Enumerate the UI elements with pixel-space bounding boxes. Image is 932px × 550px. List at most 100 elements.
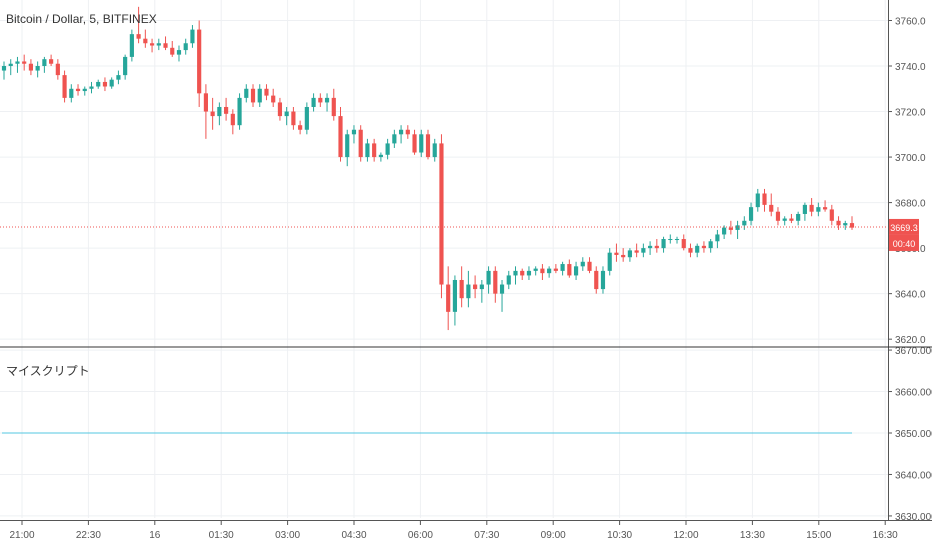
- candle-body: [82, 88, 87, 92]
- candle-body: [69, 88, 74, 98]
- candle-body: [257, 88, 262, 103]
- candle-body: [748, 207, 754, 221]
- candle-body: [755, 193, 760, 208]
- candle-body: [210, 111, 215, 117]
- candle-body: [493, 270, 498, 294]
- candle-body: [136, 34, 141, 39]
- candle-body: [452, 279, 458, 312]
- candle-body: [183, 43, 188, 51]
- time-tick-label: 04:30: [341, 530, 366, 541]
- candle-body: [614, 252, 619, 255]
- price-tick-label: 3740.0: [895, 62, 926, 73]
- candle-body: [425, 134, 431, 158]
- candle-body: [742, 220, 747, 226]
- grid-lines: [0, 0, 888, 518]
- candle-body: [769, 204, 774, 212]
- candle-body: [836, 220, 841, 226]
- candle-body: [35, 66, 40, 71]
- candle-body: [163, 43, 168, 48]
- candle-body: [473, 284, 478, 290]
- candle-body: [55, 63, 60, 76]
- chart-title: Bitcoin / Dollar, 5, BITFINEX: [6, 12, 157, 26]
- candle-body: [547, 268, 552, 274]
- candle-body: [378, 154, 383, 158]
- candle-body: [722, 227, 727, 235]
- candle-body: [674, 239, 680, 241]
- time-tick-label: 03:00: [275, 530, 300, 541]
- candle-body: [479, 284, 484, 290]
- candle-body: [331, 97, 336, 117]
- price-tick-label: 3720.0: [895, 108, 926, 119]
- candle-body: [432, 143, 437, 158]
- time-tick-label: 06:00: [408, 530, 433, 541]
- candle-body: [688, 248, 693, 253]
- candle-body: [580, 261, 585, 267]
- last-price-badge: [889, 218, 919, 235]
- candle-body: [775, 211, 781, 221]
- candle-body: [62, 75, 67, 98]
- time-tick-label: 12:00: [673, 530, 698, 541]
- candle-body: [8, 63, 13, 67]
- candle-body: [587, 261, 592, 271]
- candle-body: [849, 223, 855, 228]
- ind-tick-label: 3670.0000: [895, 346, 932, 357]
- candle-body: [607, 252, 612, 271]
- candle-body: [829, 209, 834, 221]
- price-tick-label: 3620.0: [895, 335, 926, 346]
- candle-body: [28, 63, 34, 71]
- candle-body: [358, 129, 363, 158]
- candle-body: [728, 227, 733, 230]
- candle-body: [822, 207, 828, 210]
- last-price-label: 3669.3: [890, 223, 918, 233]
- indicator-title: マイスクリプト: [6, 364, 90, 378]
- candle-body: [298, 125, 303, 130]
- candle-body: [190, 29, 195, 44]
- candle-body: [594, 270, 599, 290]
- candle-body: [89, 86, 94, 89]
- ind-tick-label: 3630.0000: [895, 512, 932, 523]
- candle-body: [345, 134, 350, 158]
- countdown-label: 00:40: [893, 239, 916, 249]
- candle-body: [365, 143, 370, 158]
- indicator-axis[interactable]: 3670.0000 3660.0000 3650.0000 3640.0000 3630…: [888, 346, 932, 523]
- candle-body: [203, 93, 208, 112]
- candle-body: [654, 245, 659, 249]
- candlestick-series: [1, 6, 855, 331]
- time-tick-label: 13:30: [740, 530, 765, 541]
- ind-tick-label: 3660.0000: [895, 388, 932, 399]
- candle-body: [143, 38, 148, 44]
- price-axis[interactable]: 3760.03740.03720.03700.03680.03660.03640…: [888, 0, 926, 520]
- time-tick-label: 16:30: [873, 530, 898, 541]
- candle-body: [621, 254, 626, 258]
- candle-body: [264, 88, 269, 96]
- candle-body: [123, 56, 128, 76]
- candle-body: [1, 66, 7, 71]
- candle-body: [506, 275, 511, 285]
- candle-body: [156, 43, 161, 46]
- candle-body: [560, 264, 565, 271]
- candle-body: [802, 204, 807, 214]
- candle-body: [170, 47, 175, 55]
- time-tick-label: 22:30: [76, 530, 101, 541]
- time-axis[interactable]: 21:00 22:30 16 01:30 03:00 04:30 06:00 07:30 09:…: [0, 520, 932, 542]
- candle-body: [311, 97, 316, 107]
- candle-body: [96, 81, 101, 87]
- candle-body: [372, 143, 377, 158]
- candle-body: [338, 116, 343, 158]
- time-tick-label: 15:00: [806, 530, 831, 541]
- price-tick-label: 3760.0: [895, 16, 926, 27]
- ind-tick-label: 3650.0000: [895, 429, 932, 440]
- time-tick-label: 09:00: [541, 530, 566, 541]
- candle-body: [789, 218, 794, 221]
- candle-body: [648, 245, 653, 249]
- candle-body: [567, 264, 572, 276]
- time-tick-label: 16: [149, 530, 161, 541]
- time-tick-label: 10:30: [607, 530, 632, 541]
- time-tick-label: 07:30: [474, 530, 499, 541]
- candle-body: [324, 97, 330, 103]
- last-price-marker: 3669.3 00:40: [0, 218, 919, 251]
- candle-body: [398, 129, 404, 135]
- candle-body: [816, 207, 821, 212]
- candle-body: [217, 106, 222, 117]
